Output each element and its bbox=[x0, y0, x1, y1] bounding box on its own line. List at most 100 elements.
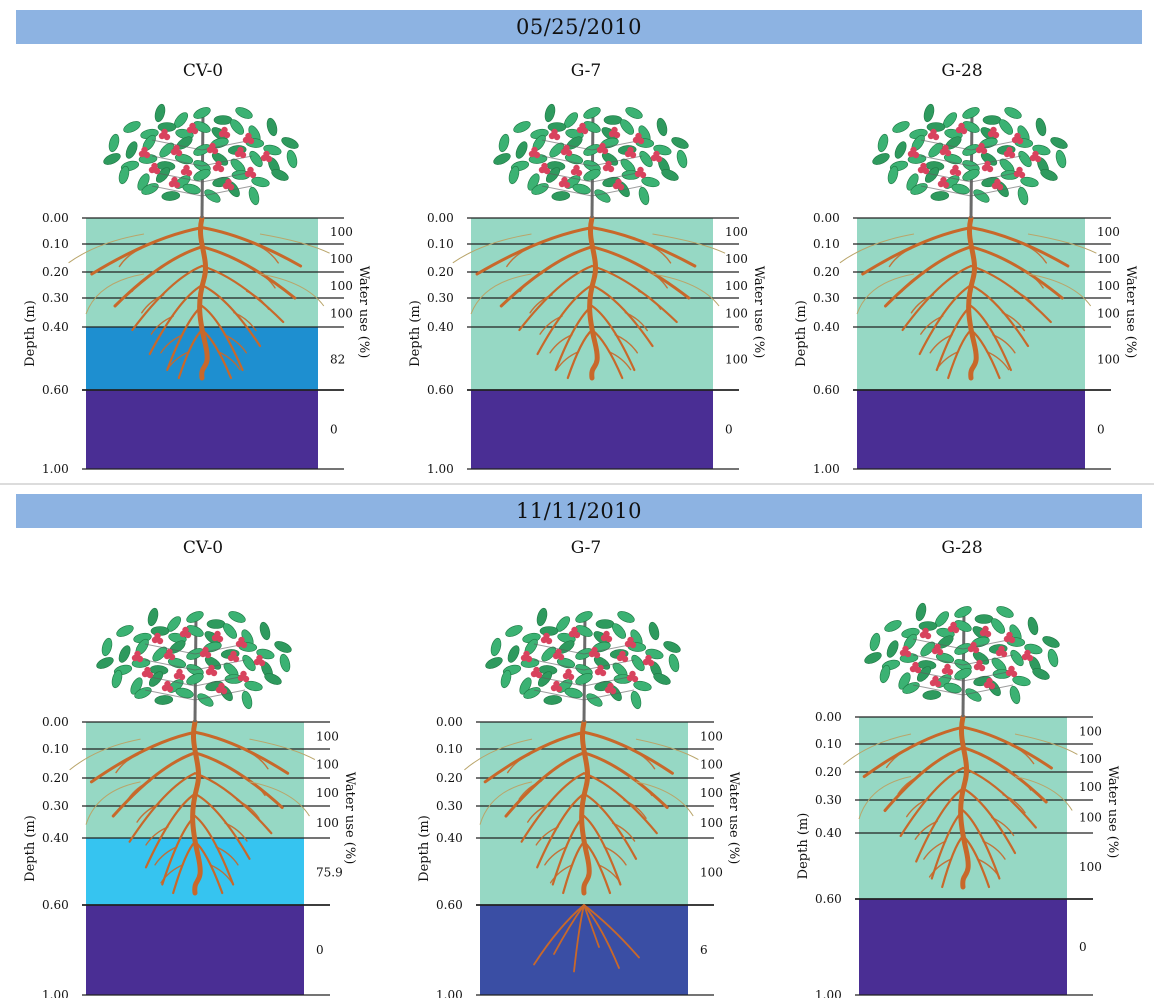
fine-root bbox=[242, 776, 266, 797]
water-use-value: 100 bbox=[316, 758, 339, 772]
berry-cluster bbox=[634, 166, 647, 179]
depth-tick-label: 0.30 bbox=[427, 291, 454, 305]
leaf bbox=[594, 189, 611, 203]
panel-1-cv-0: CV-0 0.00 0.10 0.20 0.30 0.40 0.60 1.00 100 100 10… bbox=[23, 61, 371, 476]
lateral-root bbox=[930, 809, 965, 880]
water-use-value: 100 bbox=[316, 786, 339, 800]
panel-2-g-7: G-7 0.00 0.10 0.20 0.30 0.40 0.60 1.00 100 100 100… bbox=[417, 538, 741, 998]
lateral-root bbox=[901, 264, 973, 332]
fine-root bbox=[539, 315, 563, 335]
date-header-1: 05/25/2010 bbox=[16, 10, 1142, 44]
leaf bbox=[251, 176, 270, 188]
date-label: 11/11/2010 bbox=[515, 499, 643, 523]
water-use-value: 0 bbox=[330, 423, 338, 437]
leaf bbox=[864, 652, 882, 664]
leaf bbox=[922, 690, 942, 700]
fine-root bbox=[631, 750, 656, 770]
fine-root bbox=[115, 753, 139, 774]
lateral-root bbox=[915, 787, 965, 863]
leaf bbox=[898, 672, 911, 690]
fine-root bbox=[544, 846, 568, 866]
leaf bbox=[193, 169, 211, 181]
leaf bbox=[152, 646, 168, 662]
fine-root bbox=[624, 311, 648, 332]
leaf bbox=[271, 169, 289, 181]
fine-root bbox=[245, 290, 270, 310]
fine-root bbox=[529, 294, 553, 314]
depth-tick-label: 0.60 bbox=[813, 383, 840, 397]
panel-2-cv-0: CV-0 0.00 0.10 0.20 0.30 0.40 0.60 1.00 100 100 10… bbox=[23, 538, 357, 998]
depth-axis-label: Depth (m) bbox=[794, 300, 809, 367]
root-system bbox=[452, 215, 726, 381]
lateral-root bbox=[161, 814, 197, 886]
water-use-value: 100 bbox=[1079, 811, 1102, 825]
leaf bbox=[930, 191, 950, 201]
leaf bbox=[123, 121, 141, 133]
leaf bbox=[286, 149, 298, 169]
lateral-root bbox=[89, 730, 197, 784]
row-separator bbox=[0, 483, 1154, 485]
leaf bbox=[154, 103, 166, 123]
water-axis-label: Water use (%) bbox=[356, 266, 371, 359]
water-use-value: 0 bbox=[1079, 940, 1087, 954]
berry-cluster bbox=[558, 176, 571, 189]
lateral-root bbox=[969, 304, 1012, 372]
leaf bbox=[249, 150, 263, 168]
fine-root bbox=[1020, 269, 1044, 289]
soil-layer bbox=[471, 390, 713, 469]
rootlet bbox=[856, 273, 915, 315]
leaf bbox=[583, 169, 601, 181]
depth-tick-label: 0.10 bbox=[427, 237, 454, 251]
water-use-value: 100 bbox=[700, 730, 723, 744]
lateral-root bbox=[566, 328, 594, 380]
lateral-root bbox=[961, 787, 1017, 855]
lateral-root bbox=[504, 751, 586, 818]
depth-axis-label: Depth (m) bbox=[417, 815, 432, 882]
leaf bbox=[1009, 685, 1021, 705]
deep-root bbox=[573, 904, 585, 973]
lateral-root bbox=[582, 814, 622, 886]
berry-cluster bbox=[937, 176, 950, 189]
fine-root bbox=[929, 334, 953, 354]
berry-cluster bbox=[979, 625, 992, 638]
fine-root bbox=[1010, 744, 1035, 765]
fine-root bbox=[145, 826, 169, 846]
rootlet bbox=[464, 738, 533, 771]
panel-title: G-28 bbox=[941, 61, 982, 81]
lateral-root bbox=[536, 284, 594, 356]
berry-cluster bbox=[562, 668, 575, 681]
berry-cluster bbox=[173, 668, 186, 681]
depth-tick-label: 0.10 bbox=[436, 742, 463, 756]
fine-root bbox=[611, 822, 636, 842]
depth-tick-label: 0.10 bbox=[42, 237, 69, 251]
depth-tick-label: 0.60 bbox=[42, 898, 69, 912]
fine-root bbox=[1002, 794, 1026, 814]
leaf bbox=[872, 153, 890, 165]
leaf bbox=[974, 614, 994, 624]
depth-tick-label: 0.60 bbox=[815, 892, 842, 906]
depth-tick-label: 0.00 bbox=[436, 715, 463, 729]
leaf bbox=[656, 117, 668, 137]
leaf bbox=[228, 611, 246, 623]
water-use-value: 100 bbox=[1079, 725, 1102, 739]
leaf bbox=[661, 169, 679, 181]
rootlet bbox=[1027, 233, 1097, 254]
fine-root bbox=[506, 753, 531, 774]
leaf bbox=[920, 641, 936, 657]
depth-axis-label: Depth (m) bbox=[408, 300, 423, 367]
berry-cluster bbox=[211, 630, 224, 643]
water-use-value: 100 bbox=[316, 816, 339, 830]
lateral-root bbox=[884, 245, 973, 308]
date-header-2: 11/11/2010 bbox=[16, 494, 1142, 528]
fine-root bbox=[614, 334, 638, 354]
root-system bbox=[839, 215, 1097, 381]
leaf bbox=[1050, 137, 1068, 149]
depth-tick-label: 0.20 bbox=[42, 265, 69, 279]
leaf bbox=[631, 654, 645, 672]
fine-root bbox=[245, 750, 269, 770]
lateral-root bbox=[969, 284, 1030, 348]
rootlet bbox=[452, 233, 532, 264]
water-use-value: 100 bbox=[1097, 279, 1120, 293]
depth-tick-label: 0.40 bbox=[813, 320, 840, 334]
leaf bbox=[248, 186, 260, 206]
